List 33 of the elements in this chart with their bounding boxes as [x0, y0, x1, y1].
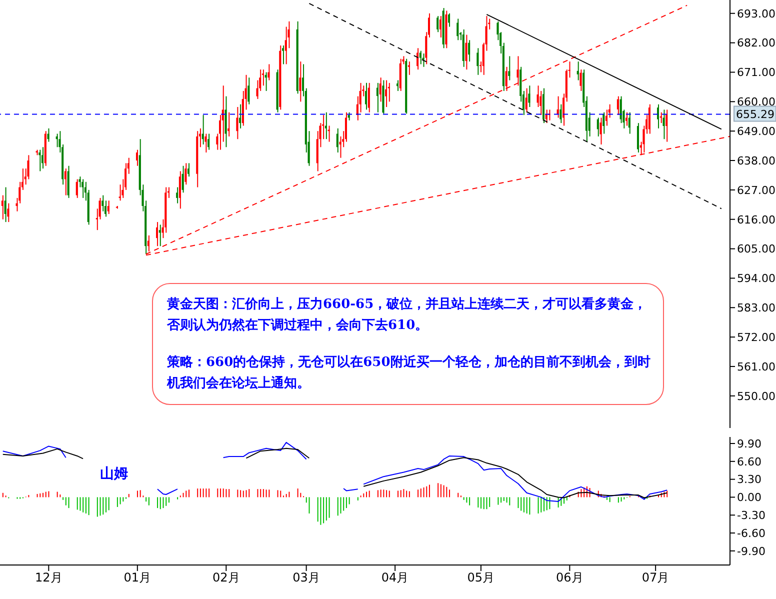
ref-line-label: 655.29 — [736, 108, 774, 122]
y-tick-label: 605.00 — [737, 242, 776, 256]
x-tick-label: 01月 — [124, 570, 152, 585]
y-tick-label: 3.30 — [737, 473, 762, 486]
y-tick-label: 572.00 — [737, 330, 776, 344]
x-tick-label: 07月 — [642, 570, 670, 585]
y-tick-label: -6.60 — [737, 526, 766, 540]
y-tick-label: 9.90 — [737, 437, 762, 450]
y-tick-label: 583.00 — [737, 302, 776, 315]
y-tick-label: 627.00 — [737, 184, 776, 197]
x-tick-label: 12月 — [35, 570, 62, 585]
annotation: 黄金天图：汇价向上，压力660-65，破位，并且站上连续二天，才可以看多黄金，否则认为仍然在下调过程中，会向下去610。 — [167, 296, 648, 335]
y-tick-label: 649.00 — [737, 124, 776, 138]
annotation: 策略：660的仓保持，无仓可以在650附近买一个轻仓，加仓的目前不到机会，到时机我们会在论坛上通知。 — [167, 354, 651, 393]
y-tick-label: 561.00 — [737, 360, 776, 374]
x-tick-label: 02月 — [212, 570, 240, 585]
y-tick-label: 594.00 — [737, 272, 776, 286]
y-tick-label: 682.00 — [737, 36, 776, 50]
y-tick-label: 638.00 — [737, 154, 776, 168]
y-tick-label: 660.00 — [737, 96, 776, 109]
y-tick-label: 693.00 — [737, 7, 776, 20]
y-tick-label: 550.00 — [737, 390, 776, 403]
annotation: 山姆 — [100, 465, 128, 483]
y-tick-label: 0.00 — [737, 491, 762, 504]
y-tick-label: 671.00 — [737, 66, 776, 80]
y-tick-label: 6.60 — [737, 455, 762, 468]
x-tick-label: 05月 — [467, 570, 495, 585]
x-tick-label: 04月 — [381, 570, 409, 585]
x-tick-label: 06月 — [556, 570, 584, 585]
y-tick-label: 616.00 — [737, 213, 776, 226]
x-tick-label: 03月 — [292, 570, 320, 585]
y-tick-label: -9.90 — [737, 544, 766, 558]
y-tick-label: -3.30 — [737, 509, 766, 522]
